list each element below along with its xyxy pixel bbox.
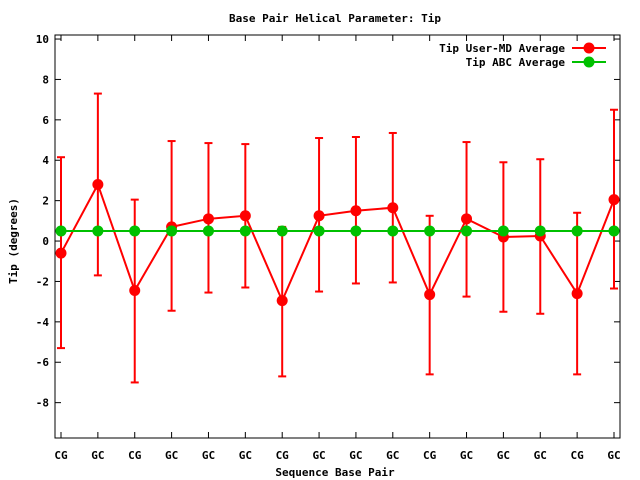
y-tick-label: 4 [42, 154, 49, 167]
x-tick-label: CG [423, 449, 437, 462]
x-tick-label: GC [202, 449, 215, 462]
data-point-md [129, 285, 141, 297]
data-point-md [571, 288, 583, 300]
x-tick-label: GC [165, 449, 178, 462]
data-point-md [387, 202, 399, 214]
x-tick-label: GC [239, 449, 252, 462]
x-tick-label: GC [460, 449, 473, 462]
data-point-md [608, 194, 620, 206]
y-axis-label: Tip (degrees) [7, 198, 20, 284]
data-point-abc [497, 225, 509, 237]
legend-label: Tip User-MD Average [439, 42, 565, 55]
x-tick-label: CG [571, 449, 585, 462]
data-point-abc [55, 225, 67, 237]
plot-frame [54, 34, 621, 439]
data-point-abc [276, 225, 288, 237]
y-tick-label: 10 [36, 33, 49, 46]
x-tick-label: CG [276, 449, 290, 462]
data-point-abc [608, 225, 620, 237]
data-point-md [461, 213, 473, 225]
data-point-md [92, 178, 104, 190]
y-tick-label: 0 [42, 235, 49, 248]
data-point-abc [92, 225, 104, 237]
y-tick-label: 6 [42, 114, 49, 127]
data-point-abc [424, 225, 436, 237]
data-point-md [239, 210, 251, 222]
x-tick-label: GC [534, 449, 547, 462]
data-point-abc [166, 225, 178, 237]
y-tick-label: -6 [36, 356, 50, 369]
x-tick-label: GC [497, 449, 510, 462]
x-tick-label: GC [607, 449, 620, 462]
data-point-abc [571, 225, 583, 237]
series-line-md [60, 182, 615, 304]
data-point-abc [129, 225, 141, 237]
x-tick-label: CG [128, 449, 142, 462]
chart-title: Base Pair Helical Parameter: Tip [229, 12, 441, 25]
x-tick-label: GC [91, 449, 104, 462]
data-point-md [350, 205, 362, 217]
y-tick-label: -2 [36, 275, 49, 288]
y-tick-label: -8 [36, 397, 49, 410]
x-tick-label: GC [386, 449, 399, 462]
x-tick-label: GC [349, 449, 362, 462]
legend-label: Tip ABC Average [466, 56, 566, 69]
y-tick-label: 8 [42, 73, 49, 86]
data-point-md [55, 247, 67, 259]
data-point-abc [350, 225, 362, 237]
data-point-abc [202, 225, 214, 237]
data-point-abc [239, 225, 251, 237]
data-point-md [424, 289, 436, 301]
data-point-abc [534, 225, 546, 237]
y-tick-label: -4 [36, 316, 50, 329]
y-tick-label: 2 [42, 195, 49, 208]
x-tick-label: CG [54, 449, 68, 462]
legend-marker [583, 42, 595, 54]
data-point-abc [387, 225, 399, 237]
data-point-md [276, 295, 288, 307]
data-point-md [313, 210, 325, 222]
data-point-abc [313, 225, 325, 237]
data-point-abc [461, 225, 473, 237]
x-tick-label: GC [312, 449, 325, 462]
legend-marker [583, 56, 595, 68]
x-axis-label: Sequence Base Pair [275, 466, 395, 479]
data-point-md [202, 213, 214, 225]
